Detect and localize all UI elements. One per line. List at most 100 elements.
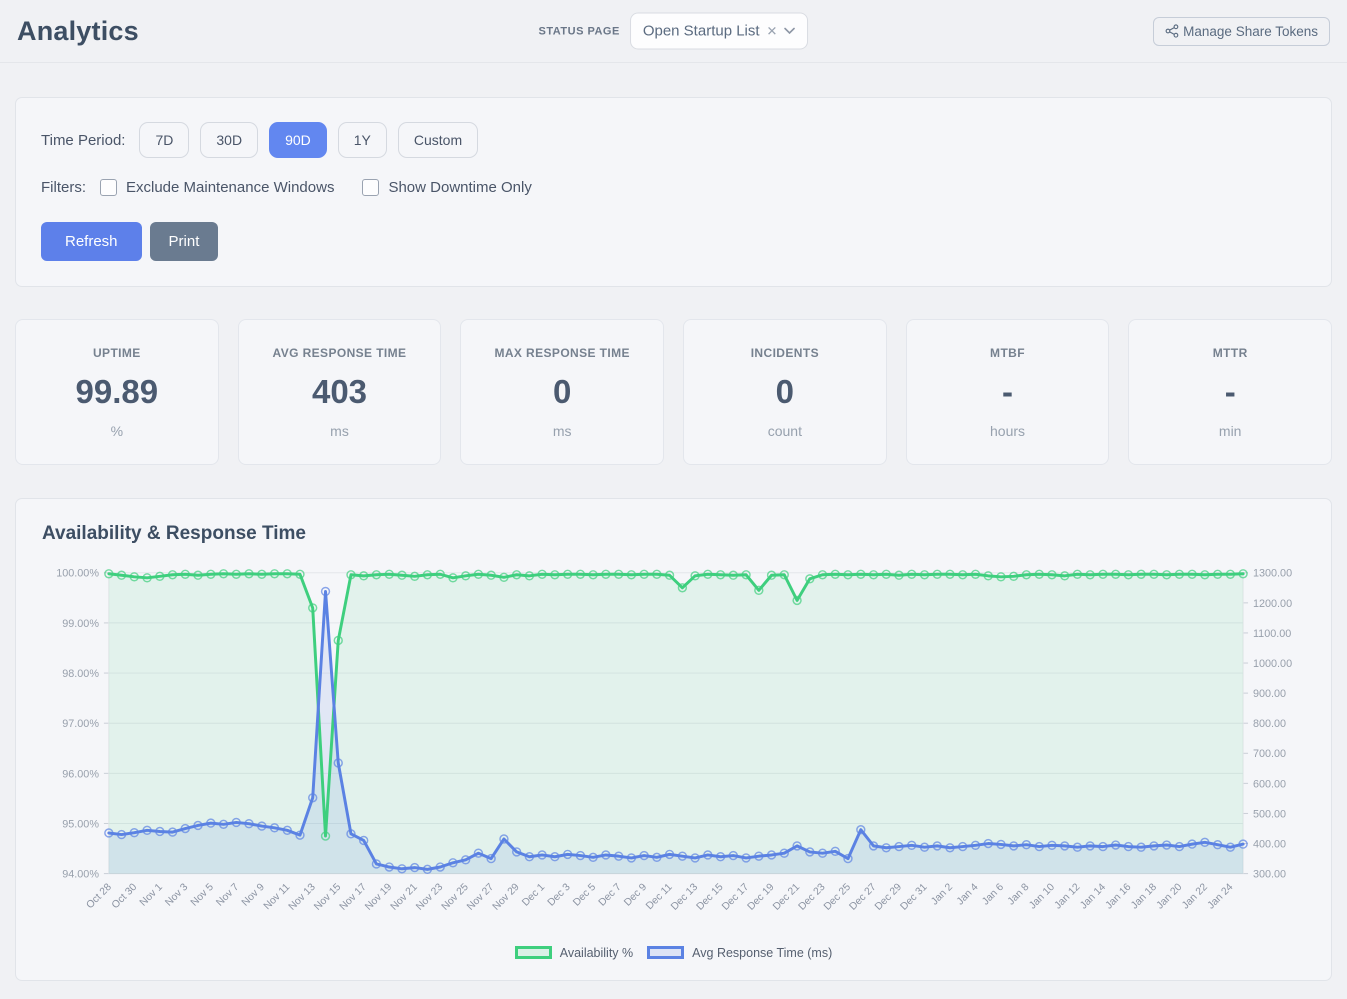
svg-text:Dec 23: Dec 23 <box>797 882 828 913</box>
stat-label: MTTR <box>1212 345 1248 360</box>
svg-text:Nov 17: Nov 17 <box>338 882 369 913</box>
stat-card-uptime: UPTIME 99.89 % <box>15 319 219 465</box>
stat-unit: count <box>767 422 802 439</box>
stat-card-avg-response-time: AVG RESPONSE TIME 403 ms <box>237 319 442 465</box>
svg-text:Dec 1: Dec 1 <box>520 882 547 909</box>
svg-text:Jan 6: Jan 6 <box>980 882 1006 908</box>
stat-value: - <box>1002 372 1014 410</box>
svg-text:500.00: 500.00 <box>1253 808 1286 820</box>
legend-swatch-response-time <box>647 946 685 960</box>
series-availability <box>104 569 1248 841</box>
svg-text:99.00%: 99.00% <box>62 618 99 630</box>
svg-text:Nov 1: Nov 1 <box>138 882 165 909</box>
stat-value: - <box>1224 372 1236 410</box>
svg-text:Dec 29: Dec 29 <box>873 882 904 913</box>
time-period-custom-button[interactable]: Custom <box>397 122 479 158</box>
action-row: Refresh Print <box>41 222 1306 261</box>
stat-label: MAX RESPONSE TIME <box>494 345 630 360</box>
page-title: Analytics <box>17 15 139 46</box>
header: Analytics STATUS PAGE Open Startup List … <box>0 0 1347 63</box>
stat-unit: % <box>110 422 124 439</box>
legend-item-availability[interactable]: Availability % <box>514 945 634 960</box>
svg-text:Jan 16: Jan 16 <box>1104 882 1134 912</box>
svg-text:Dec 15: Dec 15 <box>695 882 726 913</box>
svg-text:Jan 22: Jan 22 <box>1180 882 1210 912</box>
svg-text:Dec 31: Dec 31 <box>899 882 930 913</box>
svg-text:Jan 2: Jan 2 <box>929 882 955 908</box>
time-period-1y-button[interactable]: 1Y <box>337 122 387 158</box>
clear-selection-icon[interactable]: ✕ <box>766 23 778 39</box>
svg-text:Nov 15: Nov 15 <box>312 882 343 913</box>
stat-label: MTBF <box>990 345 1025 360</box>
time-period-90d-button[interactable]: 90D <box>269 122 327 158</box>
stat-card-mtbf: MTBF - hours <box>905 319 1110 465</box>
status-page-select[interactable]: Open Startup List ✕ <box>629 12 809 50</box>
period-buttons: 7D 30D 90D 1Y Custom <box>139 122 479 158</box>
svg-text:97.00%: 97.00% <box>62 718 99 730</box>
stat-card-max-response-time: MAX RESPONSE TIME 0 ms <box>460 319 665 465</box>
legend-label-availability: Availability % <box>559 945 634 960</box>
chart-legend: Availability % Avg Response Time (ms) <box>24 946 1323 966</box>
stat-label: UPTIME <box>92 345 141 360</box>
manage-share-tokens-button[interactable]: Manage Share Tokens <box>1153 16 1330 46</box>
exclude-maintenance-checkbox[interactable] <box>100 179 117 196</box>
svg-text:1200.00: 1200.00 <box>1253 598 1292 610</box>
stat-unit: ms <box>552 422 572 439</box>
stat-value: 99.89 <box>75 372 159 410</box>
stats-row: UPTIME 99.89 % AVG RESPONSE TIME 403 ms … <box>15 319 1333 465</box>
svg-text:Jan 14: Jan 14 <box>1078 882 1108 912</box>
svg-text:Dec 21: Dec 21 <box>771 882 802 913</box>
svg-text:Oct 30: Oct 30 <box>110 882 139 911</box>
svg-text:98.00%: 98.00% <box>62 668 99 680</box>
legend-item-response-time[interactable]: Avg Response Time (ms) <box>647 946 832 960</box>
svg-text:96.00%: 96.00% <box>62 768 99 780</box>
availability-response-chart: 100.00% 99.00% 98.00% 97.00% 96.00% 95.00% 94.… <box>56 568 1292 913</box>
legend-swatch-availability <box>514 946 552 960</box>
svg-text:Jan 10: Jan 10 <box>1027 882 1057 912</box>
filters-row: Filters: Exclude Maintenance Windows Sho… <box>41 179 1306 196</box>
svg-text:1000.00: 1000.00 <box>1253 658 1292 670</box>
chevron-down-icon <box>784 27 796 35</box>
manage-share-tokens-label: Manage Share Tokens <box>1183 23 1318 39</box>
svg-text:Nov 23: Nov 23 <box>414 882 445 913</box>
stat-unit: hours <box>990 422 1026 439</box>
share-icon <box>1165 24 1179 38</box>
chart-title: Availability & Response Time <box>42 523 306 544</box>
status-page-label: STATUS PAGE <box>538 25 620 37</box>
svg-text:Jan 18: Jan 18 <box>1129 882 1159 912</box>
area-left <box>108 573 1244 874</box>
svg-text:Dec 5: Dec 5 <box>571 882 598 909</box>
svg-text:Dec 3: Dec 3 <box>546 882 573 909</box>
refresh-button[interactable]: Refresh <box>41 222 142 261</box>
svg-text:Dec 25: Dec 25 <box>822 882 853 913</box>
show-downtime-checkbox[interactable] <box>362 179 380 196</box>
svg-text:Nov 7: Nov 7 <box>214 882 241 909</box>
svg-text:700.00: 700.00 <box>1253 748 1286 760</box>
svg-text:Oct 28: Oct 28 <box>85 882 114 911</box>
time-period-row: Time Period: 7D 30D 90D 1Y Custom <box>41 122 1306 158</box>
grid: 100.00% 99.00% 98.00% 97.00% 96.00% 95.00% 94.… <box>56 568 1292 881</box>
time-period-30d-button[interactable]: 30D <box>200 122 259 158</box>
series-response-time <box>104 586 1248 875</box>
stat-value: 0 <box>775 372 795 410</box>
stat-value: 403 <box>311 372 368 410</box>
svg-text:Jan 20: Jan 20 <box>1155 882 1185 912</box>
svg-text:Jan 12: Jan 12 <box>1053 882 1083 912</box>
svg-text:Nov 5: Nov 5 <box>189 882 216 909</box>
filters-label: Filters: <box>41 179 86 196</box>
svg-text:Dec 13: Dec 13 <box>669 882 700 913</box>
svg-text:Nov 27: Nov 27 <box>465 882 496 913</box>
stat-value: 0 <box>553 372 572 410</box>
legend-label-response-time: Avg Response Time (ms) <box>692 945 833 960</box>
time-period-7d-button[interactable]: 7D <box>139 122 190 158</box>
svg-text:Dec 19: Dec 19 <box>746 882 777 913</box>
status-page-group: STATUS PAGE Open Startup List ✕ <box>538 12 809 50</box>
svg-text:Dec 17: Dec 17 <box>720 882 751 913</box>
svg-text:Dec 11: Dec 11 <box>644 882 675 913</box>
print-button[interactable]: Print <box>149 222 219 261</box>
svg-text:Nov 25: Nov 25 <box>440 882 471 913</box>
svg-text:95.00%: 95.00% <box>62 818 99 830</box>
stat-card-mttr: MTTR - min <box>1128 319 1333 465</box>
exclude-maintenance-label: Exclude Maintenance Windows <box>126 179 335 196</box>
time-period-label: Time Period: <box>41 131 126 149</box>
